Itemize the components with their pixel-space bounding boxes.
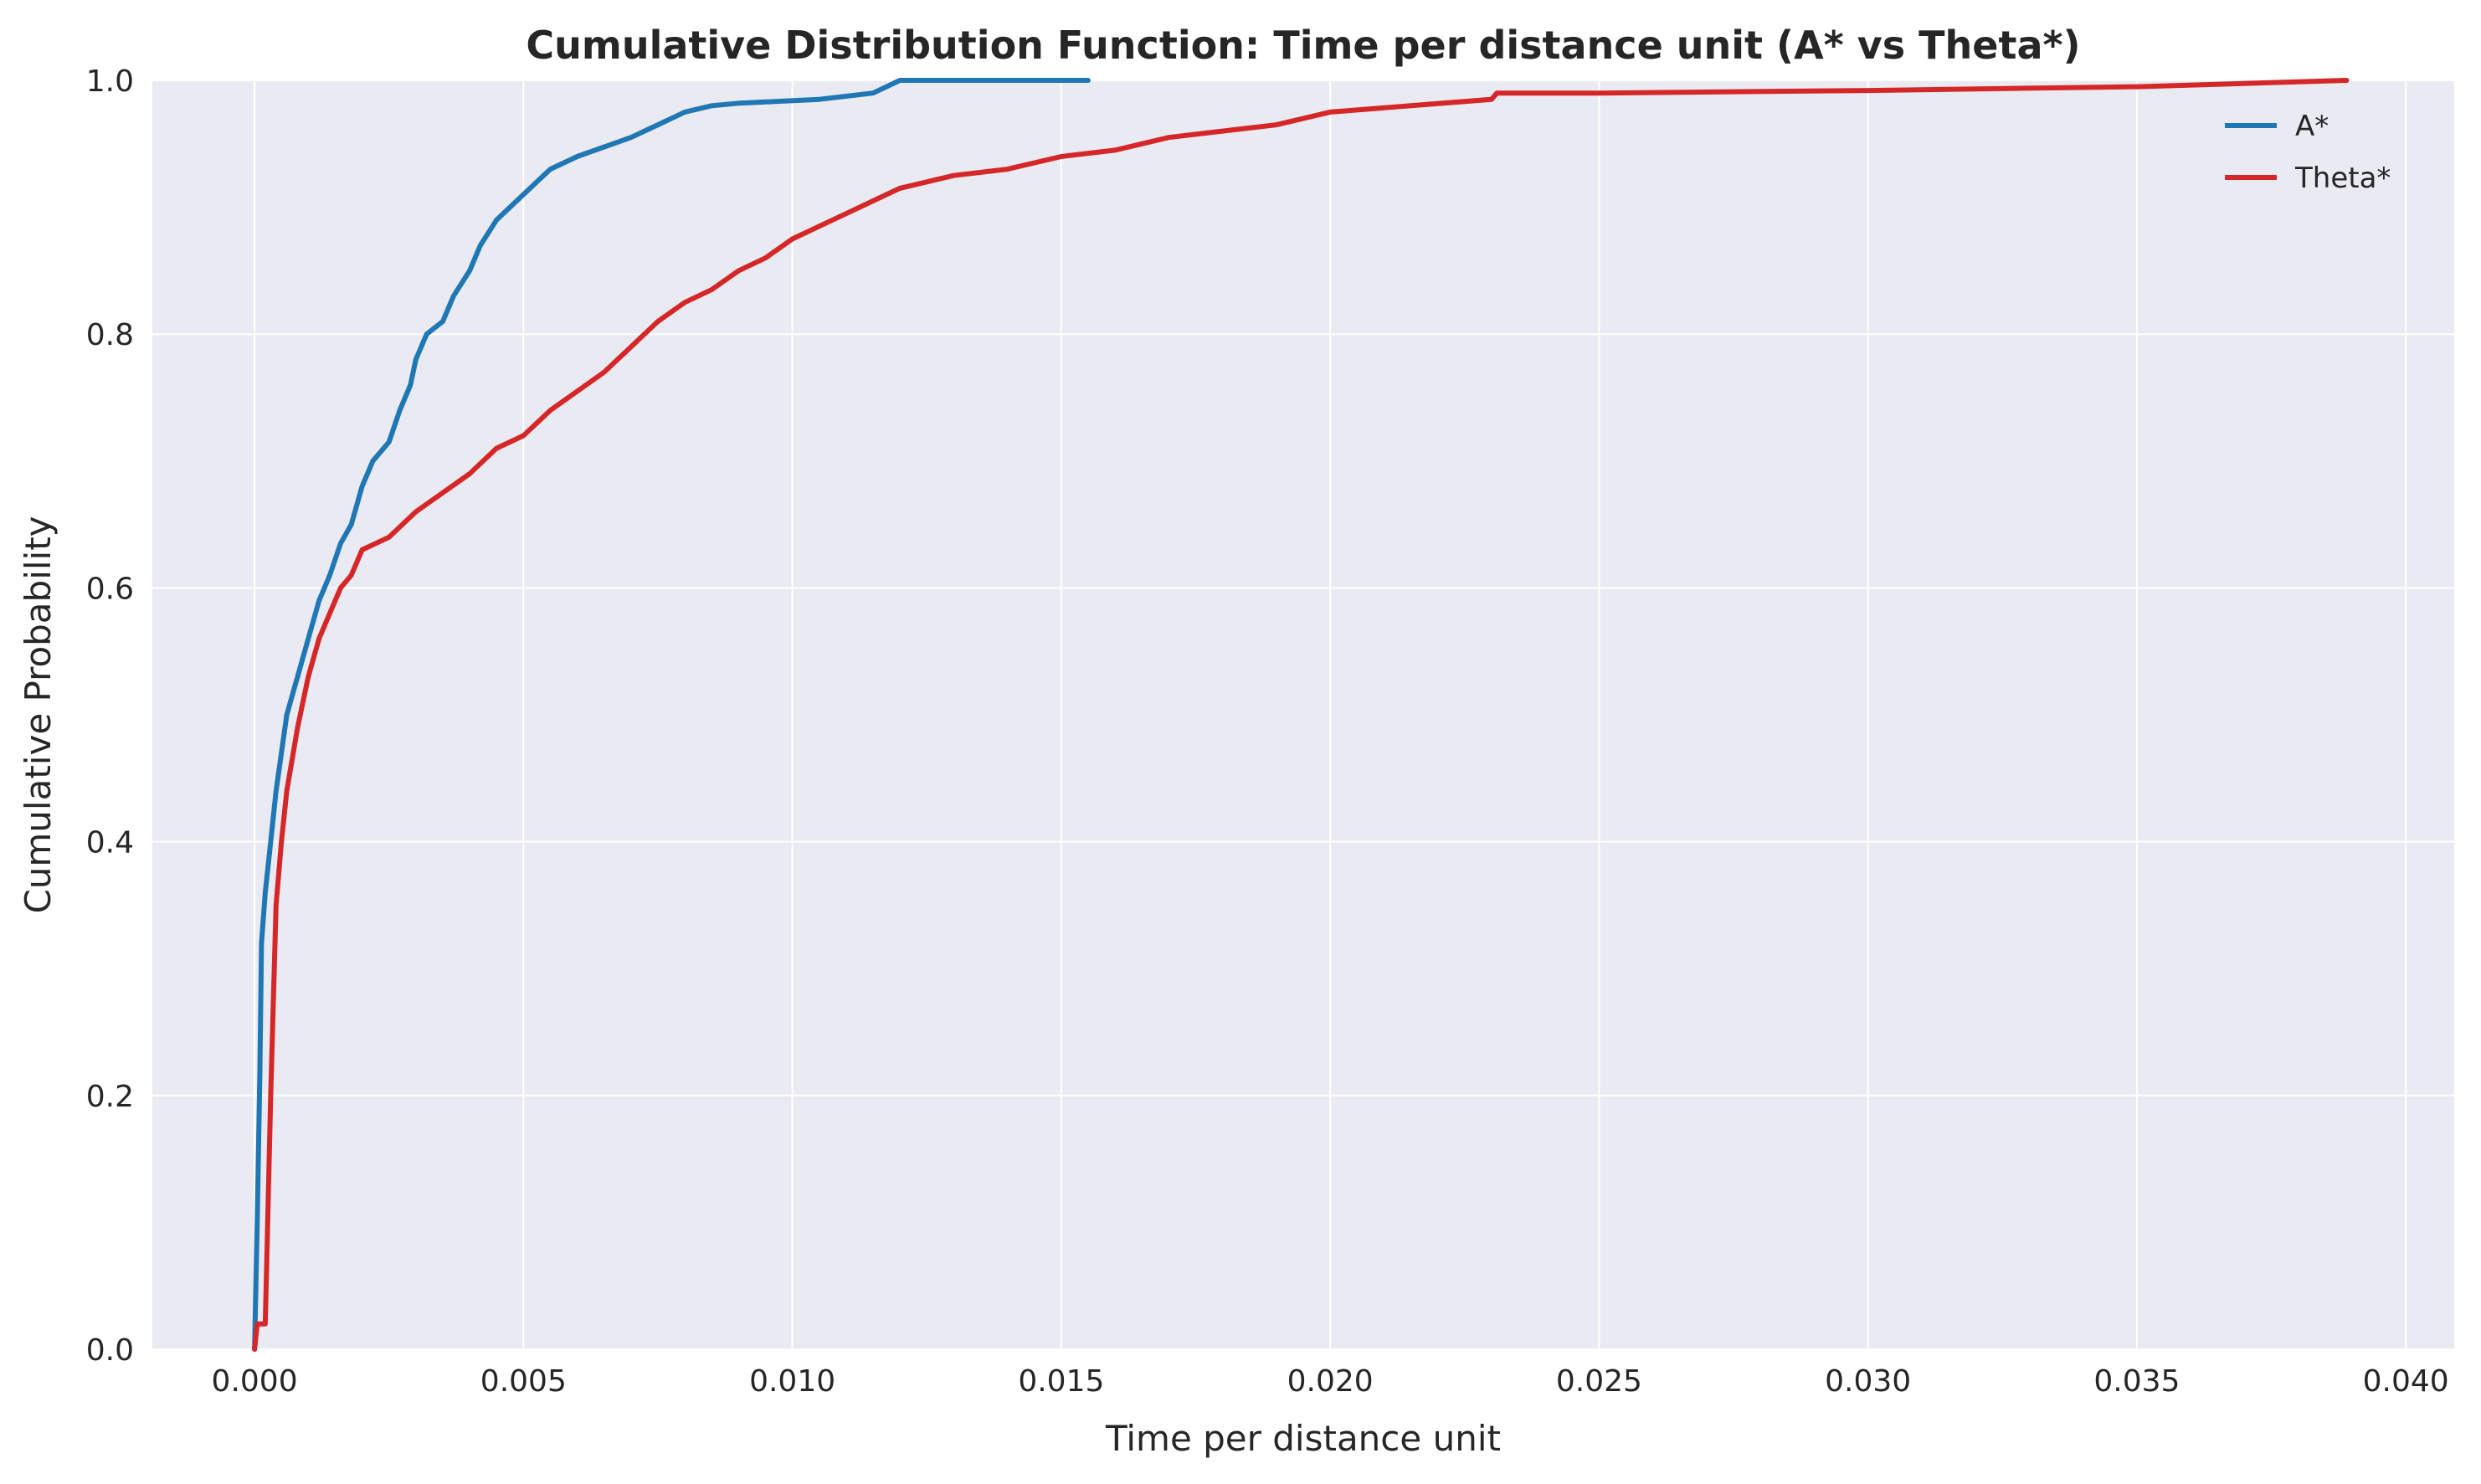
chart-title: Cumulative Distribution Function: Time p… [526, 23, 2080, 68]
y-tick-label: 0.0 [86, 1333, 134, 1368]
legend-label: Theta* [2294, 162, 2391, 195]
plot-area [152, 80, 2454, 1349]
x-tick-labels: 0.000 0.005 0.010 0.015 0.020 0.025 0.030 0.035… [212, 1364, 2449, 1399]
x-tick-label: 0.010 [749, 1364, 835, 1399]
x-tick-label: 0.040 [2363, 1364, 2449, 1399]
y-tick-label: 0.6 [86, 572, 134, 606]
y-axis-label: Cumulative Probability [18, 516, 59, 913]
y-tick-labels: 0.0 0.2 0.4 0.6 0.8 1.0 [86, 64, 134, 1368]
legend-label: A* [2295, 110, 2329, 143]
series-lines [252, 78, 2350, 1352]
series-line-theta [252, 78, 2350, 1352]
legend: A* Theta* [2225, 110, 2391, 195]
x-axis-label: Time per distance unit [1105, 1418, 1501, 1459]
x-tick-label: 0.015 [1018, 1364, 1104, 1399]
y-tick-label: 0.4 [86, 826, 134, 860]
x-tick-label: 0.000 [212, 1364, 298, 1399]
x-tick-label: 0.025 [1556, 1364, 1642, 1399]
y-tick-label: 1.0 [86, 64, 134, 99]
y-tick-label: 0.8 [86, 318, 134, 352]
x-tick-label: 0.030 [1825, 1364, 1911, 1399]
x-tick-label: 0.020 [1287, 1364, 1374, 1399]
series-line-a [252, 78, 1091, 1352]
x-tick-label: 0.035 [2093, 1364, 2180, 1399]
y-tick-label: 0.2 [86, 1080, 134, 1114]
grid-lines [152, 80, 2454, 1350]
x-tick-label: 0.005 [480, 1364, 567, 1399]
